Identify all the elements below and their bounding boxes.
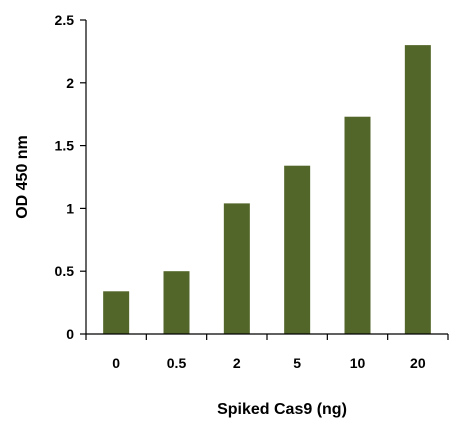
bar-0	[103, 291, 130, 334]
bars-group	[103, 45, 431, 335]
y-tick-label: 1.5	[55, 138, 75, 154]
y-tick-label: 2.5	[55, 12, 75, 28]
bar-10	[344, 116, 371, 334]
y-tick-label: 0	[66, 326, 74, 342]
x-tick-label: 0.5	[167, 355, 187, 371]
bar-0.5	[163, 271, 190, 334]
y-tick-label: 0.5	[55, 263, 75, 279]
y-tick-label: 2	[66, 75, 74, 91]
x-tick-label: 0	[112, 355, 120, 371]
x-axis-title: Spiked Cas9 (ng)	[217, 401, 347, 418]
y-axis-title: OD 450 nm	[14, 135, 31, 219]
y-axis-ticks: 0 0.5 1 1.5 2 2.5	[55, 12, 86, 342]
x-tick-label: 20	[410, 355, 426, 371]
x-tick-label: 10	[350, 355, 366, 371]
x-tick-label: 5	[293, 355, 301, 371]
bar-2	[223, 203, 250, 334]
bar-20	[404, 45, 431, 335]
x-tick-label: 2	[233, 355, 241, 371]
bar-5	[284, 165, 311, 334]
y-tick-label: 1	[66, 200, 74, 216]
x-axis-ticks: 0 0.5 2 5 10 20	[85, 334, 449, 371]
